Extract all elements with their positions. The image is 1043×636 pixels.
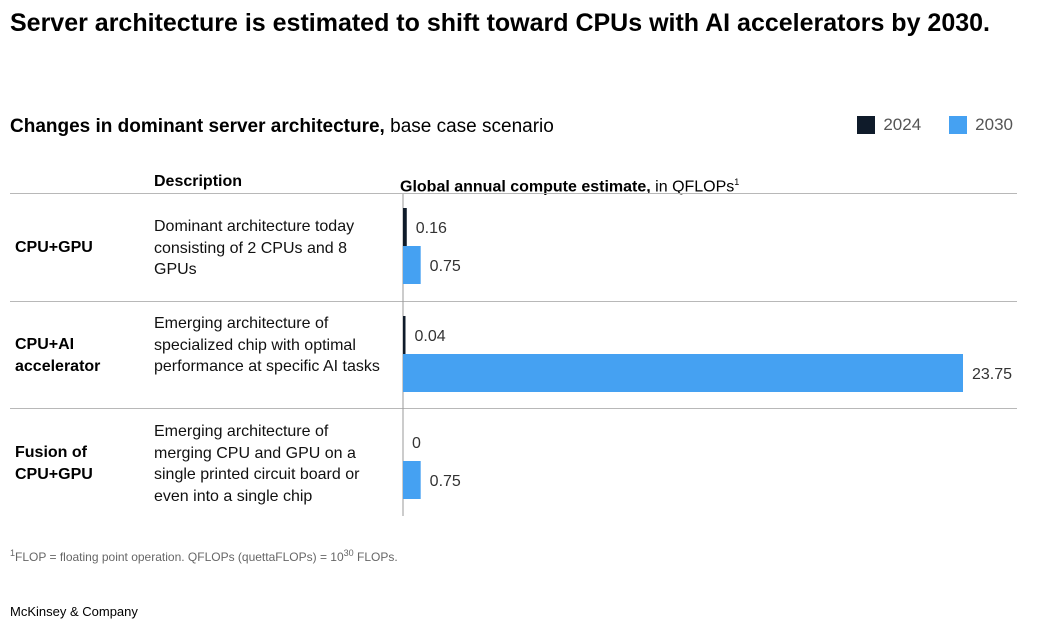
estimate-footnote-mark: 1 xyxy=(734,177,740,187)
bar-label-cpu-ai-accelerator-2024: 0.04 xyxy=(415,328,446,345)
bar-fusion-of-cpu-gpu-2030 xyxy=(403,461,421,499)
row-desc-fusion: Emerging architecture of merging CPU and… xyxy=(154,423,360,505)
footnote-text-a: FLOP = floating point operation. QFLOPs … xyxy=(15,550,344,564)
divider-row-2 xyxy=(10,408,1017,409)
row-desc-cpu-gpu: Dominant architecture today consisting o… xyxy=(154,218,355,278)
legend-item-2030: 2030 xyxy=(949,115,1013,135)
legend-label-2030: 2030 xyxy=(975,115,1013,134)
footnote: 1FLOP = floating point operation. QFLOPs… xyxy=(10,548,398,564)
bar-cpu-gpu-2030 xyxy=(403,246,421,284)
bar-label-cpu-ai-accelerator-2030: 23.75 xyxy=(972,366,1012,383)
estimate-rest: in QFLOPs xyxy=(650,178,735,196)
bar-label-cpu-gpu-2030: 0.75 xyxy=(430,258,461,275)
row-label-fusion: Fusion of CPU+GPU xyxy=(15,444,93,483)
column-header-estimate: Global annual compute estimate, in QFLOP… xyxy=(400,172,739,197)
footnote-text-b: FLOPs. xyxy=(353,550,398,564)
legend-item-2024: 2024 xyxy=(857,115,921,135)
subtitle-bold: Changes in dominant server architecture, xyxy=(10,116,385,137)
footnote-mark: 1 xyxy=(10,548,16,558)
subtitle-rest: base case scenario xyxy=(384,116,554,137)
bar-label-cpu-gpu-2024: 0.16 xyxy=(416,220,447,237)
column-header-description-text: Description xyxy=(154,173,243,190)
legend-swatch-2030 xyxy=(949,116,968,134)
estimate-bold: Global annual compute estimate, xyxy=(400,178,651,196)
source-credit: McKinsey & Company xyxy=(10,604,138,619)
chart-subtitle: Changes in dominant server architecture,… xyxy=(10,115,554,139)
bar-cpu-ai-accelerator-2024 xyxy=(403,316,406,354)
column-header-description: Description xyxy=(154,172,242,192)
legend-label-2024: 2024 xyxy=(883,115,922,134)
legend-swatch-2024 xyxy=(857,116,876,134)
bar-cpu-ai-accelerator-2030 xyxy=(403,354,963,392)
row-label-cpu-gpu: CPU+GPU xyxy=(15,239,93,256)
row-desc-cpu-ai-accelerator: Emerging architecture of specialized chi… xyxy=(154,315,380,375)
row-label-cpu-ai-accelerator: CPU+AI accelerator xyxy=(15,336,101,375)
chart-title: Server architecture is estimated to shif… xyxy=(10,9,990,37)
divider-row-1 xyxy=(10,301,1017,302)
legend: 2024 2030 xyxy=(857,115,1013,135)
bar-label-fusion-of-cpu-gpu-2024: 0 xyxy=(412,435,421,452)
footnote-exponent: 30 xyxy=(343,548,354,558)
bar-label-fusion-of-cpu-gpu-2030: 0.75 xyxy=(430,473,461,490)
divider-header xyxy=(10,193,1017,194)
bar-cpu-gpu-2024 xyxy=(403,208,407,246)
